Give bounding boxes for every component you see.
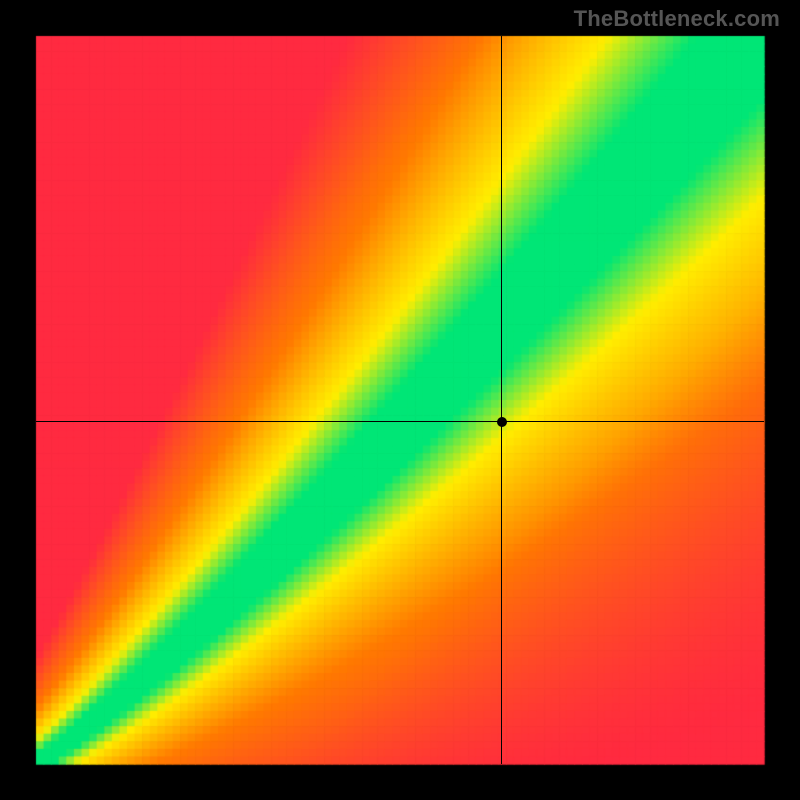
crosshair-marker [497,417,507,427]
crosshair-vertical [501,36,502,764]
watermark-text: TheBottleneck.com [574,6,780,32]
heatmap-canvas [0,0,800,800]
chart-container: TheBottleneck.com [0,0,800,800]
crosshair-horizontal [36,421,764,422]
